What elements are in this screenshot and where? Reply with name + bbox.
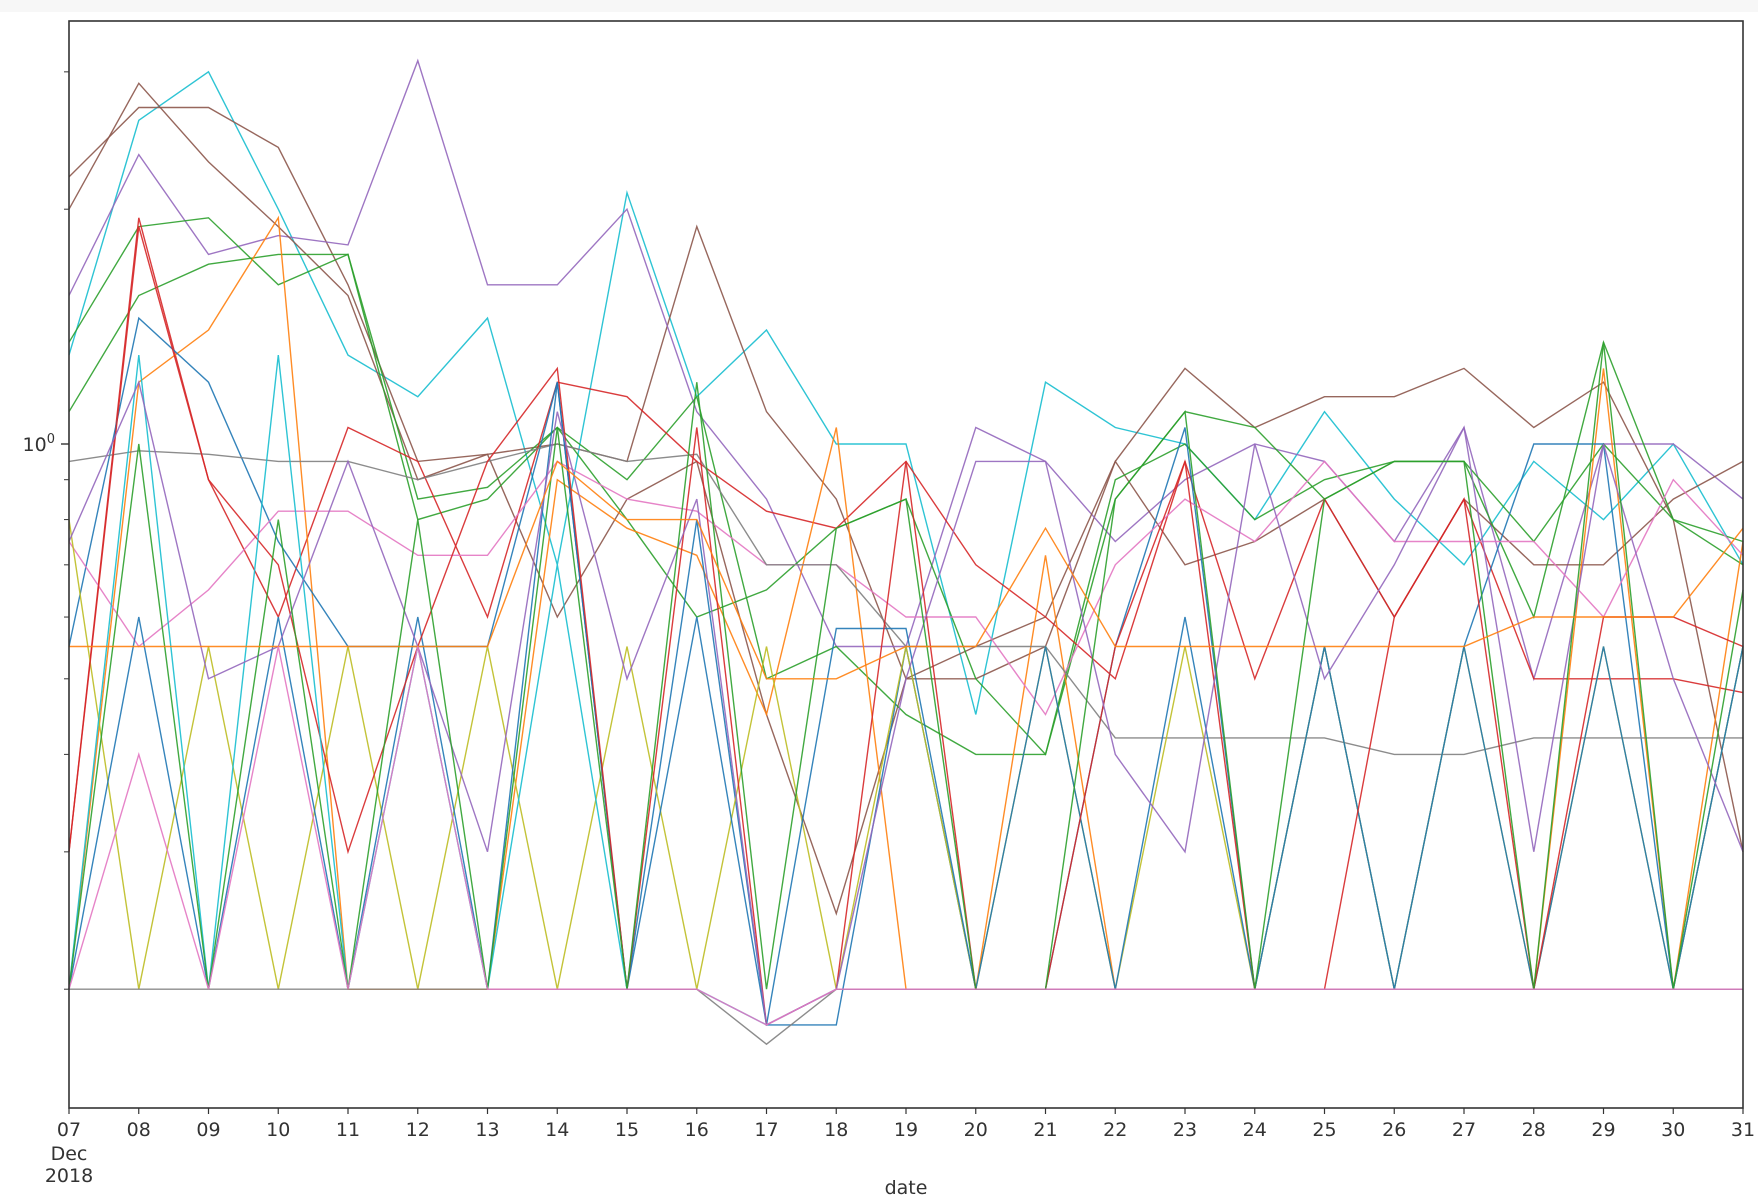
x-sub-label: Dec	[51, 1143, 88, 1165]
x-tick-label: 13	[475, 1119, 499, 1141]
x-tick-label: 09	[196, 1119, 220, 1141]
x-tick-label: 27	[1452, 1119, 1476, 1141]
x-tick-label: 29	[1591, 1119, 1615, 1141]
x-tick-label: 16	[685, 1119, 709, 1141]
x-tick-label: 11	[336, 1119, 360, 1141]
series-line-s1	[68, 70, 1744, 715]
x-tick-label: 21	[1033, 1119, 1057, 1141]
series-line-s12	[68, 519, 1744, 990]
series-line-s19	[69, 460, 1744, 680]
x-tick-label: 31	[1731, 1119, 1755, 1141]
x-tick-label: 30	[1661, 1119, 1685, 1141]
series-line-s3	[68, 58, 1744, 682]
x-sub-label: 2018	[45, 1165, 93, 1187]
y-axis: 100	[23, 71, 69, 990]
series-line-s15	[68, 355, 1743, 1026]
x-tick-label: 17	[754, 1119, 778, 1141]
x-tick-label: 25	[1312, 1119, 1336, 1141]
x-axis: 07 08 09 10 11 12 13 14 15 16 17 18 19 20 21 22 23 24 25 26…	[45, 1108, 1755, 1187]
x-tick-label: 18	[824, 1119, 848, 1141]
x-tick-label: 15	[615, 1119, 639, 1141]
x-tick-label: 19	[894, 1119, 918, 1141]
x-axis-label: date	[885, 1177, 928, 1198]
series-line-s17	[69, 988, 1743, 1046]
series-line-s18	[68, 342, 1744, 990]
series-lines	[68, 58, 1744, 1046]
x-tick-label: 20	[964, 1119, 988, 1141]
series-line-s14	[68, 226, 1744, 1026]
series-line-s20	[68, 646, 1743, 1026]
x-tick-label: 26	[1382, 1119, 1406, 1141]
y-tick-label: 100	[23, 432, 55, 456]
x-tick-label: 28	[1522, 1119, 1546, 1141]
x-tick-label: 22	[1103, 1119, 1127, 1141]
x-tick-label: 10	[266, 1119, 290, 1141]
series-line-s10	[68, 460, 1744, 716]
x-tick-label: 24	[1243, 1119, 1267, 1141]
series-line-s16	[68, 379, 1744, 1026]
x-tick-label: 14	[545, 1119, 569, 1141]
x-tick-label: 07	[57, 1119, 81, 1141]
x-tick-label: 08	[127, 1119, 151, 1141]
x-tick-label: 23	[1173, 1119, 1197, 1141]
series-line-s13	[68, 382, 1744, 1026]
window-top-strip	[0, 0, 1758, 12]
x-tick-label: 12	[406, 1119, 430, 1141]
